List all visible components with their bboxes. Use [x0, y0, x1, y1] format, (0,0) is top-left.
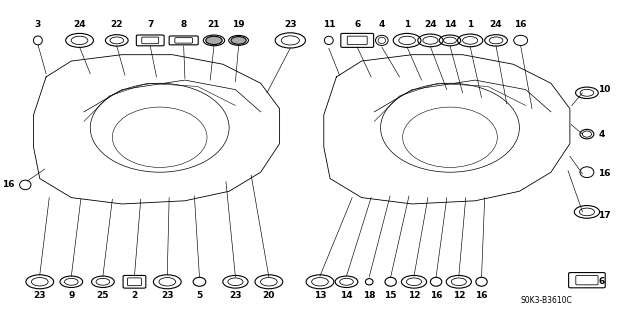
Circle shape	[205, 36, 222, 45]
Text: 25: 25	[97, 291, 109, 300]
Text: 11: 11	[323, 20, 335, 29]
Text: 1: 1	[404, 20, 410, 29]
Text: 16: 16	[430, 291, 442, 300]
Text: 12: 12	[408, 291, 420, 300]
Text: 7: 7	[147, 20, 154, 29]
Text: 18: 18	[363, 291, 376, 300]
Text: 10: 10	[598, 85, 611, 94]
Text: 5: 5	[196, 291, 203, 300]
Text: 9: 9	[68, 291, 74, 300]
Text: 19: 19	[232, 20, 245, 29]
Circle shape	[231, 37, 246, 44]
Text: 6: 6	[354, 20, 360, 29]
Text: 24: 24	[73, 20, 86, 29]
Text: 4: 4	[379, 20, 385, 29]
Text: 23: 23	[284, 20, 296, 29]
Text: 23: 23	[33, 291, 46, 300]
Text: 6: 6	[598, 277, 605, 286]
Text: 13: 13	[314, 291, 326, 300]
Text: 17: 17	[598, 211, 611, 219]
Text: 24: 24	[490, 20, 502, 29]
Text: 15: 15	[385, 291, 397, 300]
Text: S0K3-B3610C: S0K3-B3610C	[520, 296, 572, 305]
Text: 14: 14	[444, 20, 456, 29]
Text: 12: 12	[452, 291, 465, 300]
Text: 24: 24	[424, 20, 436, 29]
Text: 1: 1	[467, 20, 474, 29]
Text: 23: 23	[229, 291, 242, 300]
Text: 8: 8	[180, 20, 187, 29]
Text: 22: 22	[111, 20, 123, 29]
Text: 16: 16	[2, 181, 15, 189]
Text: 3: 3	[35, 20, 41, 29]
Text: 16: 16	[598, 169, 611, 178]
Text: 20: 20	[262, 291, 275, 300]
Text: 2: 2	[131, 291, 138, 300]
Text: 21: 21	[208, 20, 220, 29]
Text: 14: 14	[340, 291, 353, 300]
Text: 16: 16	[515, 20, 527, 29]
Text: 16: 16	[476, 291, 488, 300]
Text: 23: 23	[161, 291, 173, 300]
Text: 4: 4	[598, 130, 605, 138]
